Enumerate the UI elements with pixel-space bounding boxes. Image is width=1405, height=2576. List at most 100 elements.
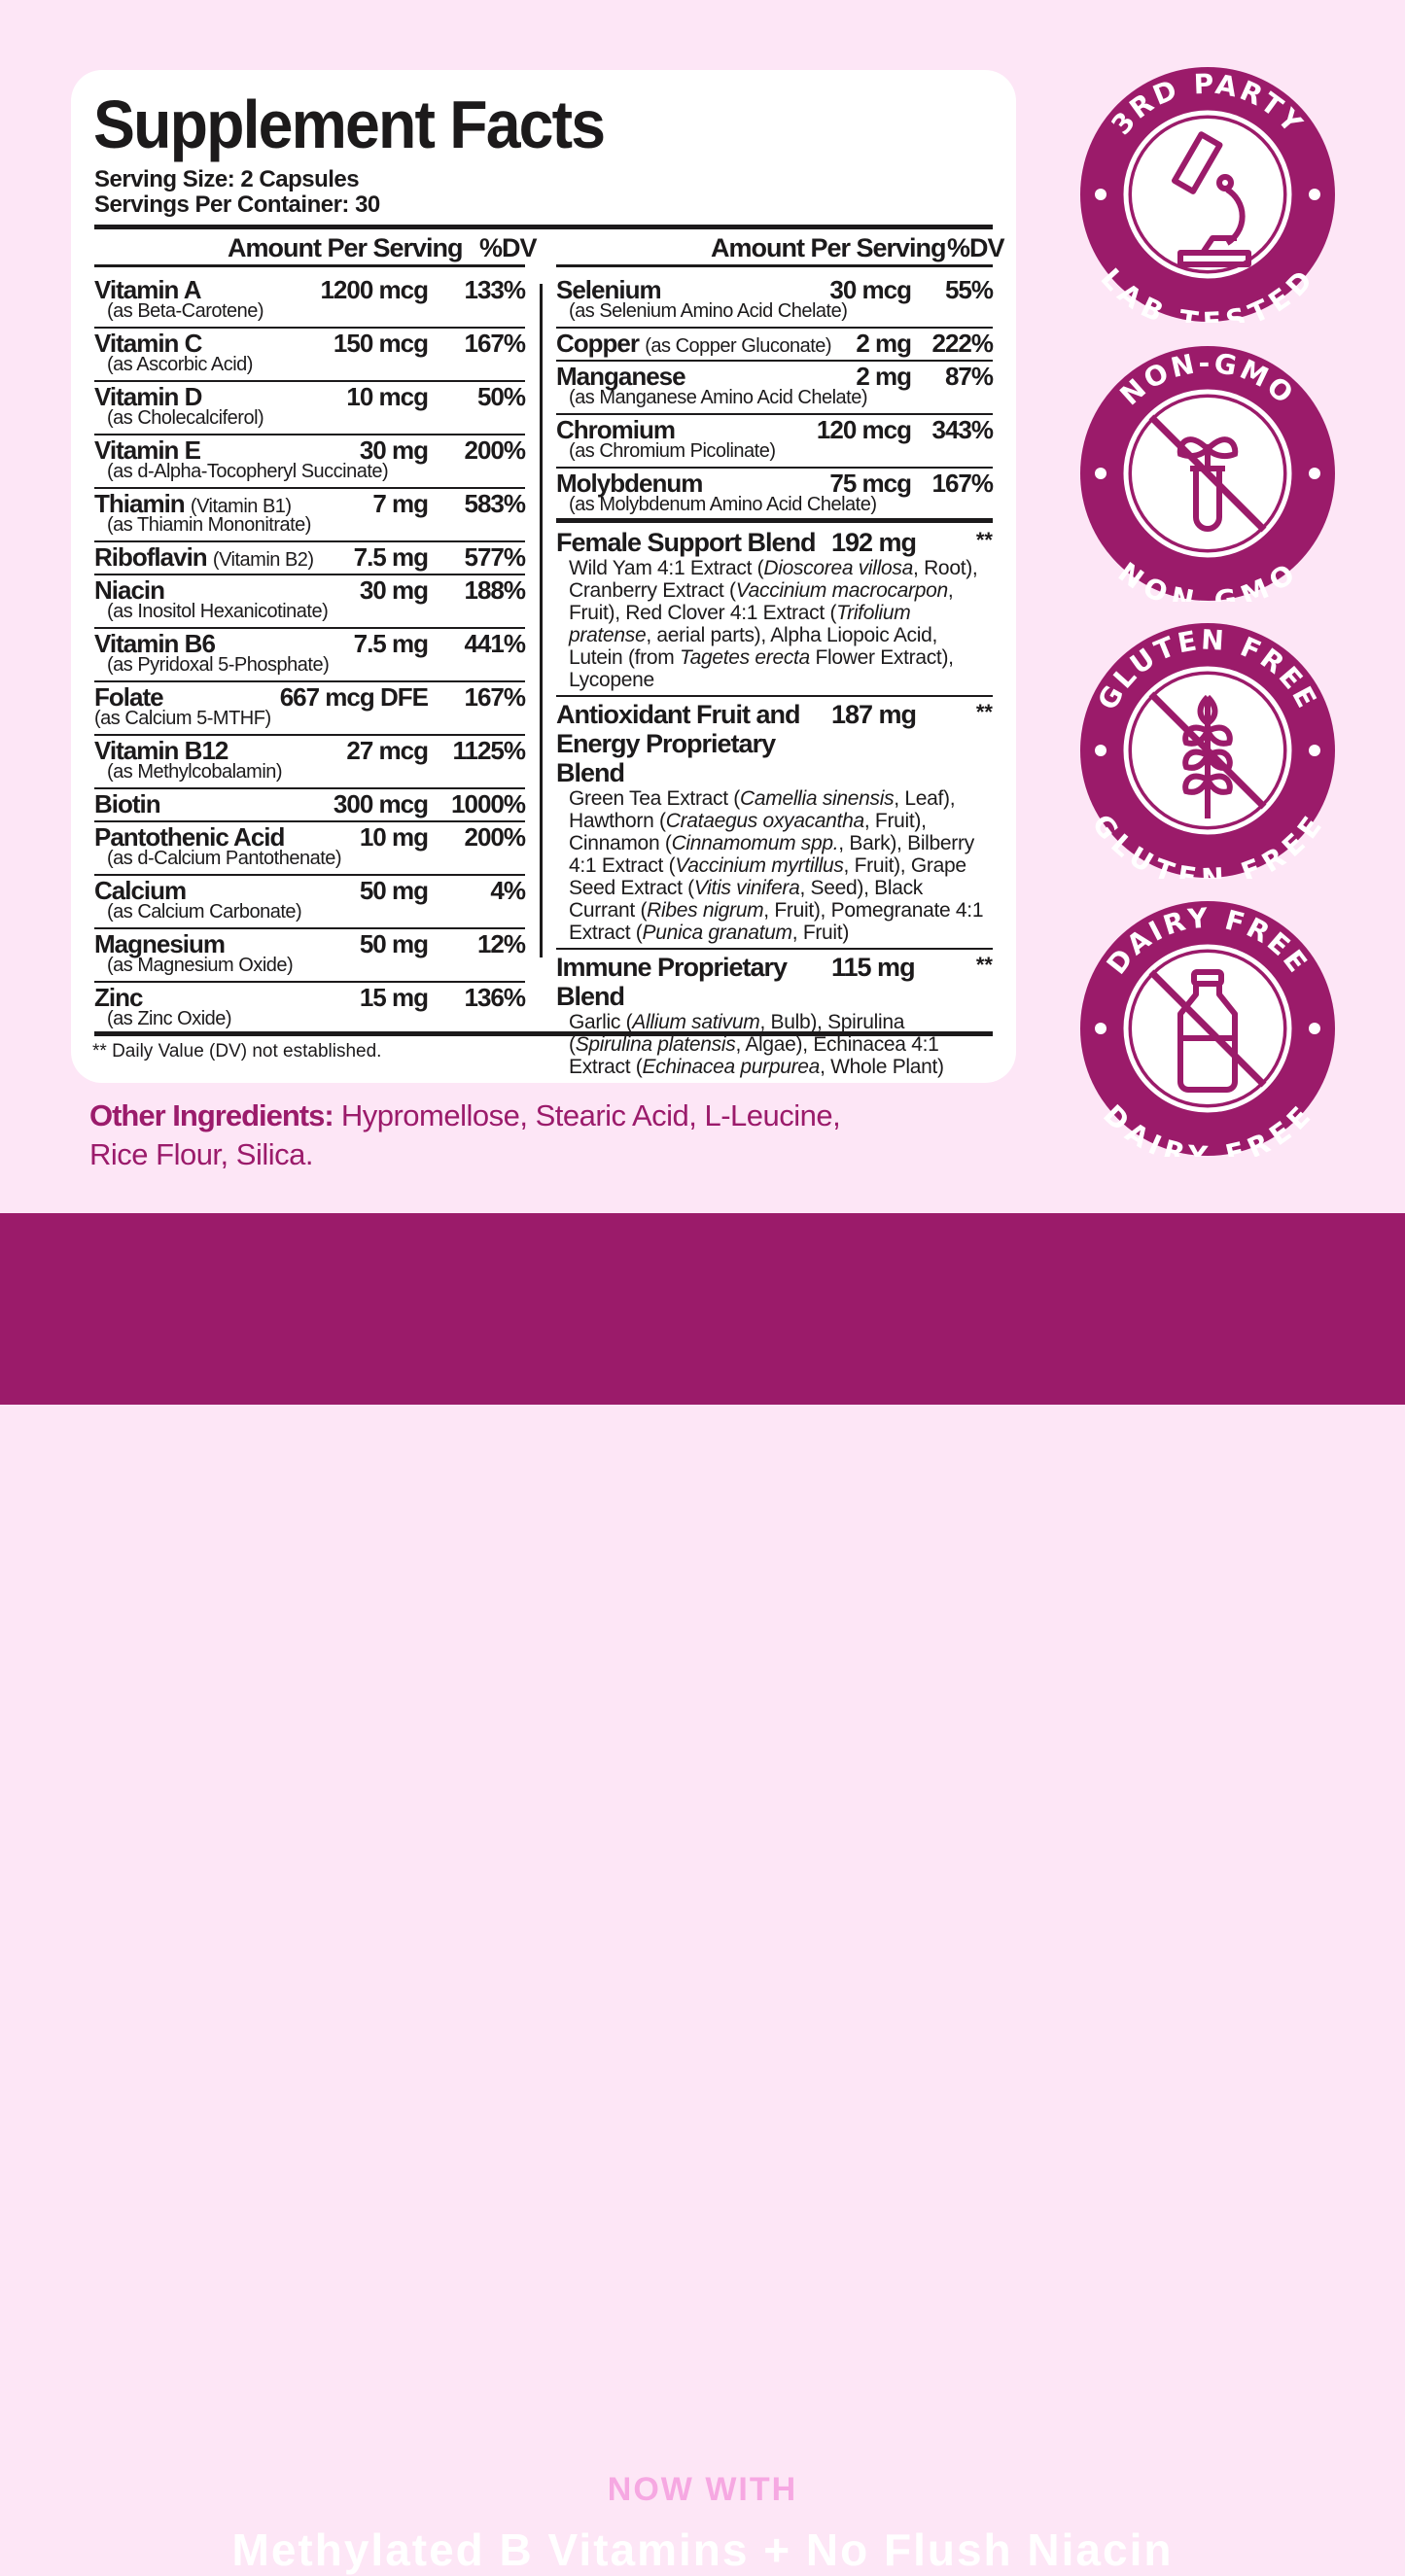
ingredient-text: Vitis vinifera	[693, 877, 800, 899]
ingredient-text: , Bulb), Spirulina (	[569, 1011, 905, 1056]
nutrient-name-text: Magnesium	[94, 929, 226, 958]
footnote: ** Daily Value (DV) not established.	[92, 1041, 382, 1062]
nutrient-row: Vitamin A (as Beta-Carotene) 1200 mcg 133%	[94, 275, 526, 329]
ingredient-text: , Whole Plant)	[820, 1056, 944, 1078]
nutrient-name: Riboflavin (Vitamin B2)	[94, 542, 314, 573]
nutrient-amount: 2 mg	[856, 362, 912, 391]
nutrient-row: Thiamin (Vitamin B1) (as Thiamin Mononitr…	[94, 489, 526, 542]
microscope-icon	[1171, 131, 1251, 267]
nutrient-amount: 15 mg	[359, 983, 429, 1012]
nutrient-name: Calcium	[94, 876, 187, 906]
nutrient-amount: 150 mcg	[333, 329, 429, 358]
ingredient-text: Camellia sinensis	[740, 787, 895, 810]
blend-name: Antioxidant Fruit and Energy Proprietary…	[556, 700, 800, 787]
nutrient-name: Folate	[94, 682, 164, 713]
nutrient-row: Magnesium (as Magnesium Oxide) 50 mg 12%	[94, 929, 526, 983]
blend-ingredients: Wild Yam 4:1 Extract (Dioscorea villosa,…	[569, 557, 993, 691]
nutrient-source: (as d-Alpha-Tocopheryl Succinate)	[107, 461, 389, 482]
nutrient-source: (as Inositol Hexanicotinate)	[107, 601, 329, 622]
nutrient-row: Vitamin B12 (as Methylcobalamin) 27 mcg 112…	[94, 736, 526, 789]
nutrient-amount: 10 mg	[359, 822, 429, 852]
nutrient-amount: 667 mcg DFE	[279, 682, 429, 712]
right-amount-header: Amount Per Serving	[711, 233, 947, 262]
nutrient-dv: 50%	[476, 382, 526, 411]
blend-dv: **	[975, 528, 993, 552]
prohibition-slash	[1148, 414, 1267, 533]
nutrient-name: Manganese	[556, 362, 686, 392]
nutrient-source: (as Calcium 5-MTHF)	[94, 708, 271, 729]
nutrient-name-text: Zinc	[94, 983, 143, 1012]
nutrient-amount: 27 mcg	[346, 736, 429, 765]
nutrient-name-text: Vitamin B12	[94, 736, 228, 765]
ingredient-text: , Algae), Echinacea 4:1 Extract (	[569, 1033, 939, 1078]
serving-info: Serving Size: 2 Capsules Servings Per Co…	[94, 167, 380, 218]
nutrient-dv: 200%	[464, 435, 526, 465]
nutrient-source: (as Pyridoxal 5-Phosphate)	[107, 654, 330, 676]
blend-amount: 187 mg	[831, 700, 917, 729]
nutrient-amount: 7.5 mg	[353, 542, 429, 572]
nutrient-dv: 87%	[944, 362, 994, 391]
nutrient-name-text: Vitamin D	[94, 382, 202, 411]
blend-rule	[556, 518, 993, 523]
nutrient-name: Copper (as Copper Gluconate)	[556, 329, 832, 359]
ingredient-text: , Fruit), Grape Seed Extract (	[569, 854, 966, 899]
nutrient-name-text: Niacin	[94, 575, 165, 605]
badge-microscope: 3RD PARTY LAB TESTED	[1079, 66, 1336, 338]
nutrient-source: (as Ascorbic Acid)	[107, 354, 253, 375]
nutrient-source: (as Zinc Oxide)	[107, 1008, 232, 1029]
nutrient-row: Copper (as Copper Gluconate) 2 mg 222%	[556, 329, 994, 362]
blend-ingredients: Garlic (Allium sativum, Bulb), Spirulina…	[569, 1011, 993, 1078]
nutrient-dv: 1125%	[452, 736, 526, 765]
nutrient-row: Vitamin C (as Ascorbic Acid) 150 mcg 167%	[94, 329, 526, 382]
ingredient-text: Dioscorea villosa	[763, 557, 913, 579]
nutrient-dv: 200%	[464, 822, 526, 852]
ingredient-text: , aerial parts), Alpha Liopoic Acid, Lut…	[569, 624, 938, 669]
nutrient-amount: 30 mg	[359, 575, 429, 605]
nutrient-row: Niacin (as Inositol Hexanicotinate) 30 mg 1…	[94, 575, 526, 629]
nutrient-dv: 136%	[464, 983, 526, 1012]
nutrient-amount: 30 mcg	[829, 275, 912, 304]
nutrient-name-text: Folate	[94, 682, 164, 712]
ingredient-text: Allium sativum	[632, 1011, 760, 1033]
nutrient-name: Vitamin D	[94, 382, 202, 412]
ingredient-text: , Leaf), Hawthorn (	[569, 787, 956, 832]
ingredient-text: Punica granatum	[642, 922, 792, 944]
serving-size: Serving Size: 2 Capsules	[94, 166, 360, 192]
column-divider	[540, 284, 543, 957]
nutrient-amount: 50 mg	[359, 929, 429, 958]
nutrient-source: (as Thiamin Mononitrate)	[107, 514, 311, 536]
nutrient-name-text: Vitamin E	[94, 435, 201, 465]
nutrient-dv: 577%	[464, 542, 526, 572]
nutrient-source: (as Manganese Amino Acid Chelate)	[569, 387, 868, 408]
blend-name: Immune Proprietary Blend	[556, 953, 788, 1011]
bottom-rule	[94, 1031, 993, 1036]
left-header-rule	[94, 264, 525, 267]
nutrient-dv: 167%	[931, 469, 994, 498]
top-rule	[94, 225, 993, 229]
other-ingredients-text: Hypromellose, Stearic Acid, L-Leucine, R…	[89, 1098, 841, 1171]
nutrient-source: (as Chromium Picolinate)	[569, 440, 776, 462]
ingredient-text: Green Tea Extract (	[569, 787, 740, 810]
banner-kicker: NOW WITH	[607, 2471, 798, 2508]
nutrient-amount: 7.5 mg	[353, 629, 429, 658]
prohibition-slash	[1148, 691, 1267, 810]
nutrient-name-text: Vitamin C	[94, 329, 202, 358]
nutrient-dv: 167%	[464, 329, 526, 358]
nutrient-name: Vitamin B12	[94, 736, 228, 766]
nutrient-name-text: Calcium	[94, 876, 187, 905]
badge-no-gmo-plant: NON-GMO NON-GMO	[1079, 345, 1336, 617]
blend-dv: **	[975, 953, 993, 977]
nutrient-name-text: Vitamin A	[94, 275, 201, 304]
nutrient-name: Vitamin B6	[94, 629, 216, 659]
ingredient-text: , Bark), Bilberry 4:1 Extract (	[569, 832, 974, 877]
left-amount-header: Amount Per Serving	[228, 233, 464, 262]
nutrient-source: (as Cholecalciferol)	[107, 407, 264, 429]
nutrient-dv: 167%	[464, 682, 526, 712]
nutrient-dv: 441%	[464, 629, 526, 658]
nutrient-dv: 12%	[476, 929, 526, 958]
blend-item: Immune Proprietary Blend 115 mg ** Garlic (…	[556, 953, 993, 1082]
nutrient-amount: 50 mg	[359, 876, 429, 905]
nutrient-row: Selenium (as Selenium Amino Acid Chelate)…	[556, 275, 994, 329]
ingredient-text: Crataegus oxyacantha	[665, 810, 864, 832]
nutrient-dv: 222%	[931, 329, 994, 358]
